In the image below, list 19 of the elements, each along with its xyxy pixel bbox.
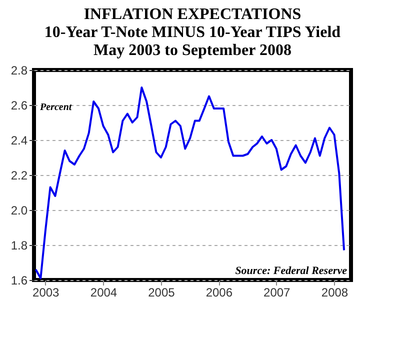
text: May 2003 to September 2008: [94, 42, 292, 59]
y-axis-title: Percent: [40, 102, 73, 113]
y-tick-label: 2.8: [10, 64, 28, 78]
x-tick-label: 2005: [148, 286, 176, 300]
annotation: Source: Federal Reserve: [235, 265, 348, 277]
x-tick-label: 2007: [264, 286, 291, 300]
text: 10-Year T-Note MINUS 10-Year TIPS Yield: [44, 24, 341, 41]
x-tick-label: 2004: [90, 286, 118, 300]
line-series: [34, 86, 346, 280]
x-tick-label: 2003: [32, 286, 60, 300]
y-tick-label: 2.4: [10, 134, 28, 148]
x-tick-label: 2008: [321, 286, 348, 300]
text: INFLATION EXPECTATIONS: [84, 6, 302, 23]
y-tick-label: 2.0: [10, 204, 28, 218]
y-tick-label: 2.2: [10, 168, 28, 182]
y-tick-label: 1.6: [10, 274, 28, 288]
x-tick-label: 2006: [206, 286, 233, 300]
y-tick-label: 2.6: [10, 98, 28, 112]
y-tick-label: 1.8: [10, 238, 28, 252]
